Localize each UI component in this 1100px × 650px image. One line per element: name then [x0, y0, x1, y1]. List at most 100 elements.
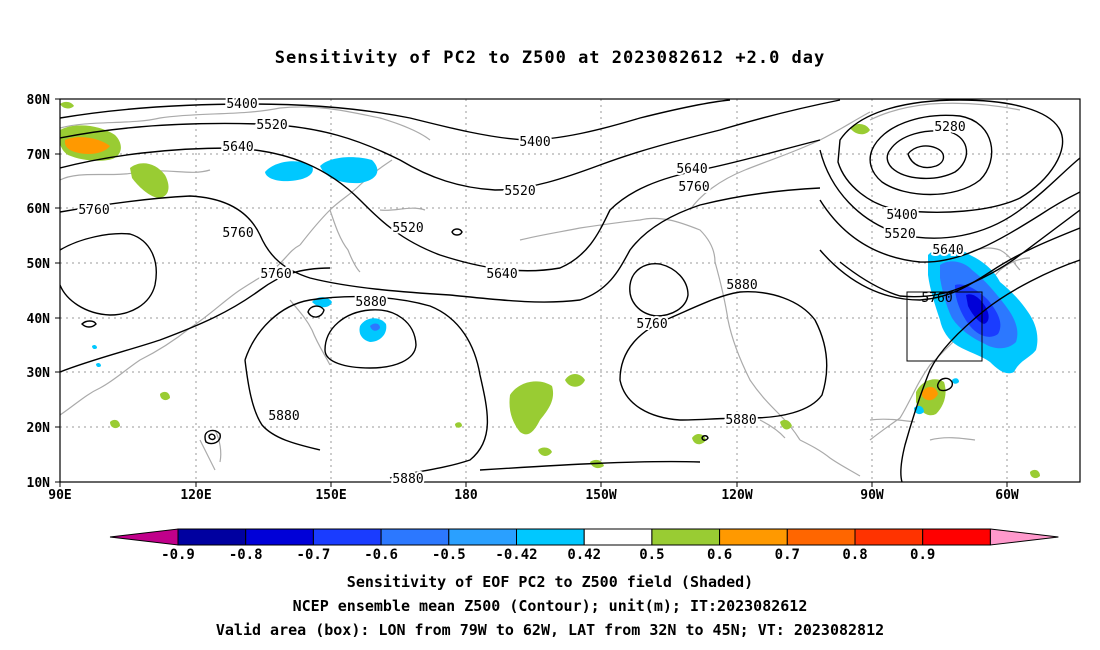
caption-contour: NCEP ensemble mean Z500 (Contour); unit(… — [292, 597, 808, 615]
lon-label: 150W — [585, 488, 616, 503]
shade-green-7 — [780, 419, 792, 430]
contour-5880-west-low — [244, 359, 321, 451]
caption-valid-area: Valid area (box): LON from 79W to 62W, L… — [215, 621, 885, 639]
contour-label: 5280 — [934, 120, 965, 135]
shade-blue-east-darker — [966, 294, 989, 324]
lon-label: 120W — [721, 488, 752, 503]
lon-label: 90W — [860, 488, 884, 503]
colorbar-segment — [651, 528, 721, 546]
colorbar-arrow-right — [989, 528, 1059, 546]
contour-small-w3 — [208, 433, 216, 441]
colorbar-label: -0.7 — [297, 547, 331, 563]
contour-5520-small — [451, 228, 463, 236]
shade-blue-1 — [265, 161, 313, 182]
contour-5280-ring2 — [886, 130, 968, 180]
contour-5520-west — [60, 99, 841, 191]
contour-5640-west — [60, 139, 821, 272]
colorbar-segment — [786, 528, 856, 546]
lon-label: 180 — [454, 488, 478, 503]
contour-label: 5400 — [886, 208, 917, 223]
contour-small-w2 — [204, 429, 221, 445]
contour-label: 5520 — [392, 221, 423, 236]
colorbar-segment — [854, 528, 924, 546]
shade-blue-small — [952, 378, 959, 384]
contour-5880-east — [619, 291, 828, 421]
contour-label: 5760 — [222, 226, 253, 241]
colorbar-segment — [380, 528, 450, 546]
shade-green-3 — [509, 381, 554, 435]
contour-5400-west — [60, 99, 731, 141]
colorbar-label: 0.7 — [775, 547, 800, 563]
contour-5280-center — [907, 145, 945, 169]
lon-label: 150E — [315, 488, 346, 503]
shade-orange-nw — [64, 137, 110, 154]
contour-label: 5880 — [725, 413, 756, 428]
shade-green-5 — [538, 447, 552, 456]
contour-5640-east — [819, 191, 1080, 263]
shade-green-8 — [160, 391, 170, 401]
grid-lines — [60, 99, 1080, 482]
contour-label: 5640 — [486, 267, 517, 282]
lat-label: 80N — [27, 93, 51, 108]
lon-label: 90E — [48, 488, 71, 503]
contour-5640-east-2 — [839, 209, 1080, 298]
shade-orange-carib — [922, 386, 938, 401]
colorbar-arrow-left — [109, 528, 179, 546]
colorbar-segment — [177, 528, 247, 546]
colorbar-label: -0.9 — [161, 547, 195, 563]
contour-5760-west — [60, 187, 821, 303]
contour-5400-east — [837, 99, 1064, 213]
lat-label: 50N — [27, 257, 51, 272]
lat-label: 30N — [27, 366, 51, 381]
shade-green-tiny — [60, 101, 74, 109]
colorbar-segment — [719, 528, 788, 546]
colorbar-label: 0.6 — [707, 547, 732, 563]
colorbar-segment — [583, 528, 653, 546]
lon-label: 60W — [995, 488, 1019, 503]
contour-5760-east — [819, 227, 1080, 301]
colorbar-label: 0.42 — [567, 547, 601, 563]
contour-5880-se-loop — [936, 377, 953, 392]
contour-label: 5760 — [636, 317, 667, 332]
contour-small-cen — [701, 435, 709, 441]
contour-small-w — [81, 320, 97, 328]
contour-label: 5640 — [932, 243, 963, 258]
contour-5880-central — [479, 460, 701, 471]
shade-green-ne — [850, 124, 870, 135]
contour-label: 5640 — [676, 162, 707, 177]
contour-label: 5880 — [392, 472, 423, 487]
contour-5760-arc — [60, 267, 331, 373]
shade-blue-5 — [370, 323, 380, 331]
lat-label: 10N — [27, 476, 51, 491]
contour-5880-southeast — [900, 259, 1080, 482]
valid-area-box — [906, 291, 983, 362]
shade-blue-tiny-w2 — [96, 362, 101, 368]
shade-blue-tiny-w — [92, 344, 97, 350]
contour-label: 5520 — [504, 184, 535, 199]
map-title: Sensitivity of PC2 to Z500 at 2023082612… — [274, 48, 826, 68]
contour-label: 5520 — [884, 227, 915, 242]
shade-green-pac — [455, 422, 462, 428]
contour-label: 5880 — [268, 409, 299, 424]
contour-label: 5760 — [260, 267, 291, 282]
colorbar-labels: -0.9 -0.8 -0.7 -0.6 -0.5 -0.42 0.42 0.5 0.6 0.7 0.… — [161, 547, 935, 563]
colorbar-label: 0.9 — [910, 547, 935, 563]
contour-label: 5400 — [519, 135, 550, 150]
colorbar-segment — [448, 528, 517, 546]
coastlines — [60, 102, 1031, 477]
shade-green-w — [110, 419, 120, 429]
contour-5520-east — [819, 149, 1080, 239]
colorbar-label: 0.8 — [842, 547, 867, 563]
colorbar-label: -0.8 — [229, 547, 263, 563]
lat-label: 70N — [27, 148, 51, 163]
shade-green-4 — [565, 374, 585, 387]
map-border — [59, 98, 1081, 483]
colorbar-segment — [922, 528, 991, 546]
colorbar-label: -0.42 — [495, 547, 537, 563]
contour-label: 5760 — [678, 180, 709, 195]
contour-5760-loop — [629, 263, 689, 317]
colorbar-label: -0.6 — [364, 547, 398, 563]
contour-label: 5640 — [222, 140, 253, 155]
colorbar — [109, 528, 1059, 546]
